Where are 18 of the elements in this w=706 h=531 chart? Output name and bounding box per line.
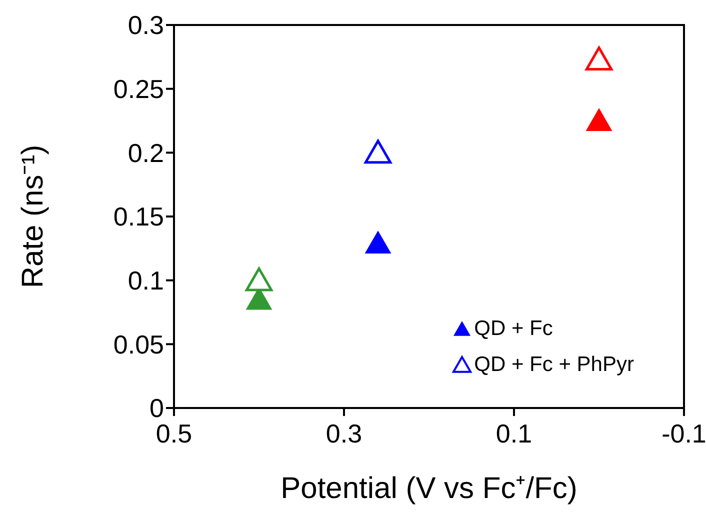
y-tick-label: 0.2: [128, 138, 164, 168]
y-tick-label: 0.05: [113, 329, 164, 360]
legend-label: QD + Fc: [474, 317, 553, 341]
x-tick-label: -0.1: [662, 418, 706, 448]
x-tick-label: 0.3: [326, 418, 362, 448]
y-tick-label: 0.25: [113, 74, 164, 104]
x-axis-title: Potential (V vs Fc⁺/Fc): [280, 472, 578, 505]
point: [364, 140, 392, 164]
point: [586, 108, 612, 131]
y-axis-title: Rate (ns⁻¹): [16, 144, 50, 288]
y-tick-label: 0.15: [113, 202, 164, 232]
x-tick-label: 0.1: [496, 418, 532, 448]
point: [365, 231, 391, 254]
legend-label: QD + Fc + PhPyr: [474, 353, 634, 377]
point: [585, 46, 613, 70]
point: [245, 267, 273, 292]
y-tick-label: 0.3: [128, 10, 164, 40]
y-tick-label: 0.1: [128, 266, 164, 296]
